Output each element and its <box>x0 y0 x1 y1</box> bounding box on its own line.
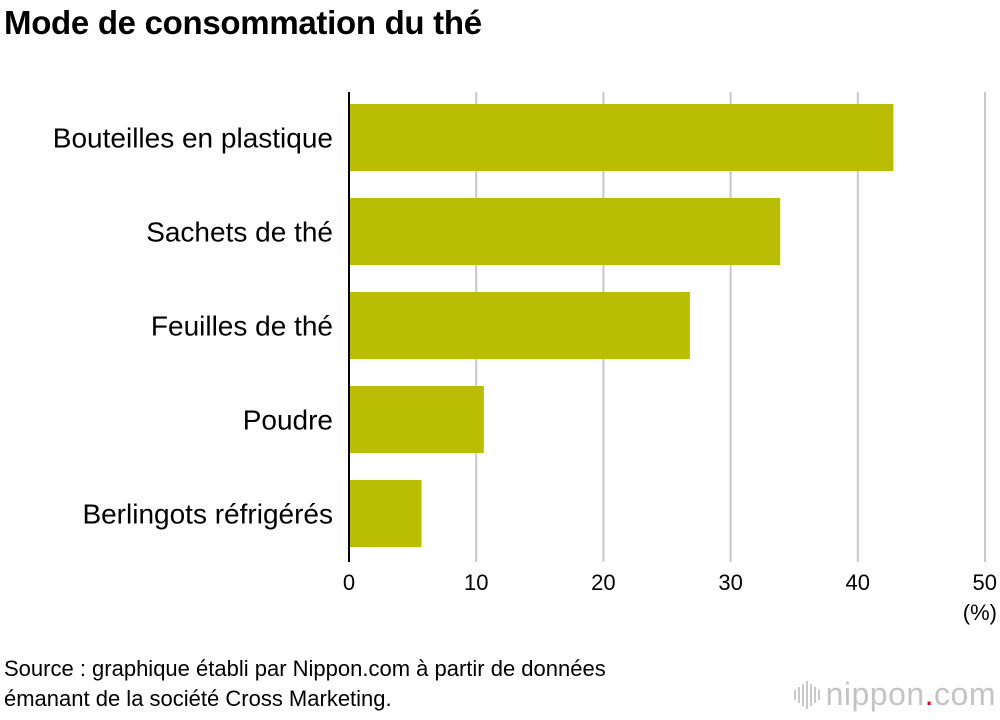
category-label-0: Bouteilles en plastique <box>53 123 333 154</box>
nippon-logo: nippon.com <box>793 676 996 713</box>
bar-0 <box>349 104 894 171</box>
category-label-4: Berlingots réfrigérés <box>82 499 333 530</box>
tick-label-30: 30 <box>718 570 742 595</box>
source-note: Source : graphique établi par Nippon.com… <box>4 654 704 714</box>
logo-dot: . <box>924 676 935 712</box>
category-label-3: Poudre <box>243 405 333 436</box>
bar-1 <box>349 198 781 265</box>
tick-label-40: 40 <box>846 570 870 595</box>
logo-suffix: .com <box>925 676 996 712</box>
x-axis-unit: (%) <box>963 600 997 625</box>
logo-suffix-text: com <box>934 676 996 712</box>
category-label-2: Feuilles de thé <box>151 311 333 342</box>
bar-4 <box>349 480 422 547</box>
logo-bars-icon <box>793 680 820 710</box>
tick-label-50: 50 <box>973 570 997 595</box>
bar-chart: Bouteilles en plastique Sachets de thé Feu… <box>53 92 997 625</box>
tick-label-20: 20 <box>591 570 615 595</box>
tick-label-0: 0 <box>343 570 355 595</box>
category-label-1: Sachets de thé <box>146 217 333 248</box>
chart-title: Mode de consommation du thé <box>4 4 482 41</box>
logo-text: nippon.com <box>826 676 996 713</box>
bar-2 <box>349 292 690 359</box>
bar-3 <box>349 386 484 453</box>
tick-label-10: 10 <box>464 570 488 595</box>
source-line-1: Source : graphique établi par Nippon.com… <box>4 656 606 681</box>
logo-main: nippon <box>825 676 925 712</box>
source-line-2: émanant de la société Cross Marketing. <box>4 686 392 711</box>
